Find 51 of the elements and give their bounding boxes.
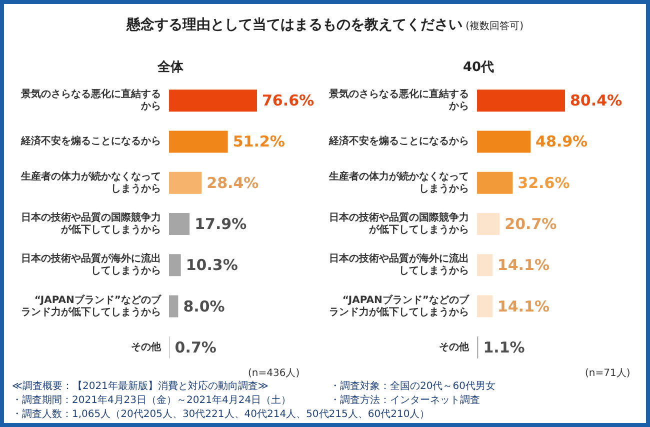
data-label: 80.4% xyxy=(570,92,622,110)
chart-title: 40代 xyxy=(462,60,494,75)
y-tick-label: 日本の技術や品質が海外に流出してしまうから xyxy=(329,252,469,277)
bar xyxy=(169,213,190,235)
bar xyxy=(169,172,202,194)
data-label: 1.1% xyxy=(483,338,525,356)
text: ≪調査概要：【2021年最新版】消費と対応の動向調査≫ xyxy=(12,381,268,392)
chart-title: 全体 xyxy=(156,60,184,75)
y-tick-label: 日本の技術や品質が海外に流出してしまうから xyxy=(21,252,161,277)
y-tick-label: 生産者の体力が続かなくなってしまうから xyxy=(328,170,469,194)
y-tick-label: 景気のさらなる悪化に直結するから xyxy=(20,88,161,112)
y-tick-label: 景気のさらなる悪化に直結するから xyxy=(328,88,469,112)
data-label: 14.1% xyxy=(497,256,550,274)
data-label: 28.4% xyxy=(206,174,259,192)
data-label: 8.0% xyxy=(183,297,225,316)
y-tick-label: 日本の技術や品質の国際競争力が低下してしまうから xyxy=(329,212,469,236)
data-label: 76.6% xyxy=(262,92,314,110)
y-tick-label: 経済不安を煽ることになるから xyxy=(328,135,469,148)
bar xyxy=(477,90,565,112)
bar xyxy=(169,295,178,318)
bar xyxy=(477,254,492,276)
data-label: 48.9% xyxy=(536,132,588,151)
data-label: 10.3% xyxy=(186,256,238,274)
text: (複数回答可) xyxy=(464,21,524,32)
data-label: 14.1% xyxy=(497,297,550,316)
data-label: 32.6% xyxy=(518,174,570,192)
y-tick-label: 日本の技術や品質の国際競争力が低下してしまうから xyxy=(21,212,161,236)
text: 懸念する理由として当てはまるものを教えてください xyxy=(126,17,462,33)
bar xyxy=(477,130,531,153)
data-label: 17.9% xyxy=(194,215,247,233)
bar xyxy=(477,172,513,194)
y-tick-label: その他 xyxy=(131,340,162,353)
text: ・調査対象：全国の20代～60代男女 xyxy=(330,380,496,394)
text: ・調査人数：1,065人（20代205人、30代221人、40代214人、50代215人、60代210人） xyxy=(12,408,430,422)
bar xyxy=(477,295,492,318)
annotation: (n=436人) xyxy=(248,367,300,380)
text: ・調査期間：2021年4月23日（金）～2021年4月24日（土） xyxy=(12,395,292,406)
bar xyxy=(169,254,181,276)
bar xyxy=(169,130,228,153)
y-tick-label: 経済不安を煽ることになるから xyxy=(20,135,161,148)
bar xyxy=(477,213,500,235)
data-label: 0.7% xyxy=(174,338,216,356)
y-tick-label: “JAPANブランド”などのブランド力が低下してしまうから xyxy=(21,294,162,318)
bar xyxy=(169,90,257,112)
y-tick-label: 生産者の体力が続かなくなってしまうから xyxy=(20,170,161,194)
text: (n=71人) xyxy=(585,367,630,380)
data-label: 20.7% xyxy=(504,215,557,233)
y-tick-label: “JAPANブランド”などのブランド力が低下してしまうから xyxy=(329,294,470,318)
text: ・調査方法：インターネット調査 xyxy=(330,394,481,408)
y-tick-label: その他 xyxy=(439,340,470,353)
data-label: 51.2% xyxy=(232,132,285,151)
